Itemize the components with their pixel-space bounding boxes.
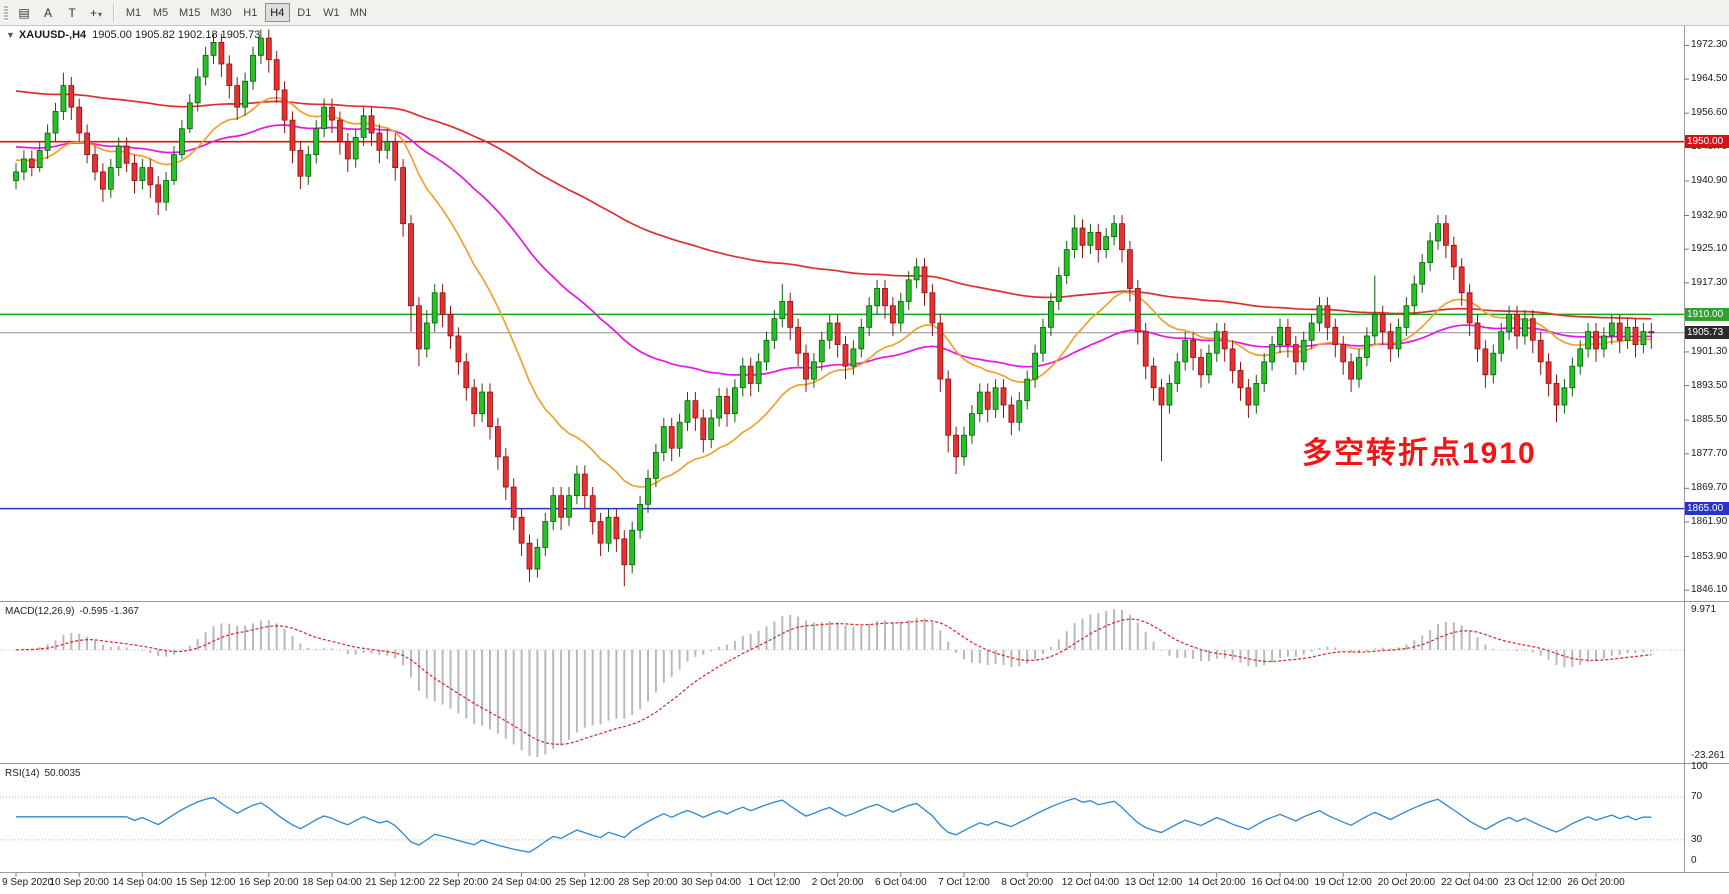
time-label: 15 Sep 12:00 [175, 877, 236, 888]
time-label: 6 Oct 04:00 [874, 877, 927, 888]
time-label: 10 Sep 20:00 [49, 877, 109, 888]
timeframe-button-mn[interactable]: MN [346, 3, 371, 22]
price-tick-label: 1885.50 [1691, 414, 1728, 426]
time-label: 1 Oct 12:00 [748, 877, 801, 888]
price-tick-label: 1956.60 [1691, 107, 1728, 119]
time-label: 8 Oct 20:00 [1001, 877, 1054, 888]
time-label: 7 Oct 12:00 [938, 877, 990, 888]
macd-axis-label-min: -23.261 [1691, 750, 1725, 761]
time-label: 22 Oct 04:00 [1440, 877, 1499, 888]
time-label: 12 Oct 04:00 [1061, 877, 1120, 888]
macd-values: -0.595 -1.367 [79, 606, 139, 617]
rsi-value: 50.0035 [44, 768, 81, 779]
timeframe-button-h1[interactable]: H1 [238, 3, 263, 22]
toolbar-grip[interactable] [4, 4, 8, 21]
time-label: 21 Sep 12:00 [365, 877, 425, 888]
ohlc-readout: 1905.00 1905.82 1902.18 1905.73 [92, 29, 261, 41]
price-tick-label: 1861.90 [1691, 516, 1728, 527]
text-tool-button[interactable]: T [61, 3, 83, 23]
time-label: 14 Sep 04:00 [112, 877, 173, 888]
annotation-a-tool-button[interactable]: A [37, 3, 59, 23]
time-label: 16 Oct 04:00 [1251, 877, 1309, 888]
timeframe-button-m5[interactable]: M5 [148, 3, 173, 22]
time-label: 23 Oct 12:00 [1504, 877, 1562, 888]
chart-annotation-text[interactable]: 多空转折点1910 [1302, 437, 1537, 470]
timeframe-button-m1[interactable]: M1 [121, 3, 146, 22]
toolbar-separator [113, 3, 115, 22]
toolbar: ▤ A T +▾ M1 M5 M15 M30 H1 H4 D1 W1 MN [0, 0, 1729, 26]
price-line-label-1910-00: 1910.00 [1685, 307, 1729, 321]
symbol-period-label: XAUUSD-,H4 [18, 29, 87, 41]
dropdown-caret-icon: ▾ [98, 9, 103, 19]
time-label: 30 Sep 04:00 [681, 877, 741, 888]
macd-pane[interactable] [0, 603, 1684, 763]
price-line-label-1950-00: 1950.00 [1685, 135, 1729, 149]
time-label: 26 Oct 20:00 [1567, 877, 1625, 888]
chart-marker-icon[interactable]: ▼ [6, 30, 15, 40]
timeframe-toolbar: M1 M5 M15 M30 H1 H4 D1 W1 MN [120, 3, 372, 22]
macd-axis-label-max: 9.971 [1691, 604, 1717, 615]
timeframe-button-d1[interactable]: D1 [292, 3, 317, 22]
time-label: 22 Sep 20:00 [428, 877, 489, 888]
price-tick-label: 1917.30 [1691, 276, 1728, 288]
time-label: 19 Oct 12:00 [1314, 877, 1372, 888]
time-label: 16 Sep 20:00 [239, 877, 299, 888]
time-label: 13 Oct 12:00 [1124, 877, 1183, 888]
price-tick-label: 1853.90 [1691, 550, 1728, 562]
pane-separator-macd[interactable] [0, 600, 1729, 604]
price-line-label-1865-00: 1865.00 [1685, 502, 1729, 516]
macd-name: MACD(12,26,9) [5, 606, 75, 617]
rsi-axis-label-100: 100 [1691, 761, 1708, 772]
rsi-axis-label-70: 70 [1691, 791, 1703, 803]
timeframe-button-m15[interactable]: M15 [175, 3, 204, 22]
price-line-label-1905-73: 1905.73 [1685, 326, 1729, 340]
time-label: 20 Oct 20:00 [1377, 877, 1436, 888]
price-tick-label: 1925.10 [1691, 243, 1728, 255]
time-label: 18 Sep 04:00 [302, 877, 362, 888]
price-tick-label: 1901.30 [1691, 345, 1728, 357]
rsi-indicator-label: RSI(14) 50.0035 [5, 768, 81, 779]
price-tick-label: 1869.70 [1691, 482, 1728, 494]
rsi-name: RSI(14) [5, 768, 40, 779]
rsi-pane[interactable] [0, 765, 1684, 872]
rsi-axis-label-30: 30 [1691, 833, 1703, 845]
price-tick-label: 1972.30 [1691, 39, 1728, 51]
price-tick-label: 1846.10 [1691, 584, 1728, 596]
price-tick-label: 1964.50 [1691, 73, 1728, 85]
pane-separator-rsi[interactable] [0, 762, 1729, 766]
price-tick-label: 1940.90 [1691, 174, 1728, 186]
time-label: 9 Sep 2020 [2, 877, 54, 888]
price-tick-label: 1893.50 [1691, 379, 1728, 391]
crosshair-tool-button[interactable]: +▾ [85, 3, 107, 23]
chart-area[interactable]: ▼ XAUUSD-,H4 1905.00 1905.82 1902.18 1905.… [0, 26, 1729, 894]
time-label: 25 Sep 12:00 [555, 877, 615, 888]
chart-title: ▼ XAUUSD-,H4 1905.00 1905.82 1902.18 1905.… [6, 29, 260, 41]
macd-indicator-label: MACD(12,26,9) -0.595 -1.367 [5, 606, 139, 617]
timeframe-button-w1[interactable]: W1 [319, 3, 344, 22]
time-label: 14 Oct 20:00 [1188, 877, 1246, 888]
rsi-axis-label-0: 0 [1691, 855, 1697, 866]
price-tick-label: 1877.70 [1691, 447, 1728, 459]
timeframe-button-h4[interactable]: H4 [264, 3, 290, 22]
charts-grid-tool-button[interactable]: ▤ [13, 3, 35, 23]
toolbar-tools: ▤ A T +▾ [12, 3, 108, 23]
price-tick-label: 1932.90 [1691, 209, 1728, 221]
time-label: 28 Sep 20:00 [618, 877, 678, 888]
time-label: 2 Oct 20:00 [811, 877, 864, 888]
time-label: 24 Sep 04:00 [491, 877, 552, 888]
timeframe-button-m30[interactable]: M30 [206, 3, 235, 22]
